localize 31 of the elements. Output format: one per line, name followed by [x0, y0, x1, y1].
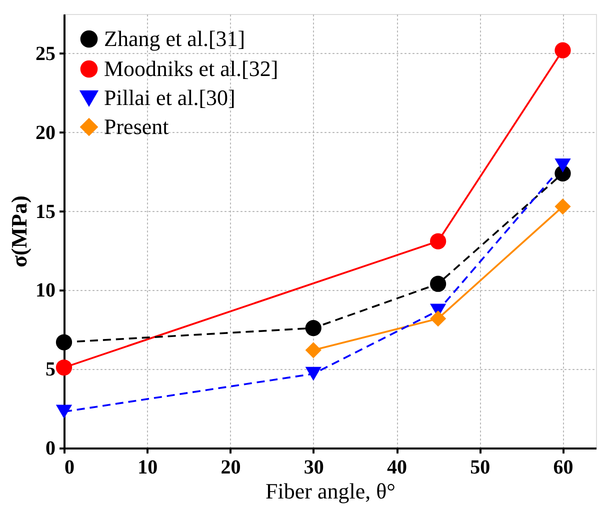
point — [305, 366, 322, 381]
point — [554, 158, 571, 172]
point — [430, 310, 446, 327]
point — [56, 334, 72, 350]
y-axis-title: σ(MPa) — [6, 196, 32, 268]
y-tick-label: 20 — [36, 122, 56, 144]
point — [56, 359, 72, 376]
point — [305, 342, 322, 358]
point — [305, 320, 322, 336]
x-tick-label: 40 — [387, 456, 407, 478]
x-tick-label: 20 — [220, 456, 241, 478]
legend-label: Pillai et al.[30] — [104, 85, 236, 110]
legend-label: Present — [104, 114, 169, 139]
y-tick-label: 5 — [46, 358, 56, 381]
y-tick-label: 25 — [36, 42, 56, 65]
x-tick-label: 10 — [138, 456, 158, 478]
y-tick-label: 15 — [36, 200, 56, 223]
legend-label: Zhang et al.[31] — [104, 26, 246, 51]
point — [554, 198, 571, 215]
x-tick-label: 30 — [304, 456, 324, 478]
x-tick-label: 50 — [470, 456, 490, 478]
point — [554, 42, 571, 58]
point — [430, 233, 446, 250]
legend-label: Moodniks et al.[32] — [104, 56, 278, 81]
x-axis-title: Fiber angle, θ° — [266, 478, 396, 504]
x-tick-label: 0 — [64, 456, 74, 478]
point — [56, 404, 72, 419]
y-tick-label: 0 — [46, 438, 56, 460]
y-tick-label: 10 — [36, 280, 56, 302]
point — [430, 276, 446, 292]
x-tick-label: 60 — [553, 456, 574, 478]
